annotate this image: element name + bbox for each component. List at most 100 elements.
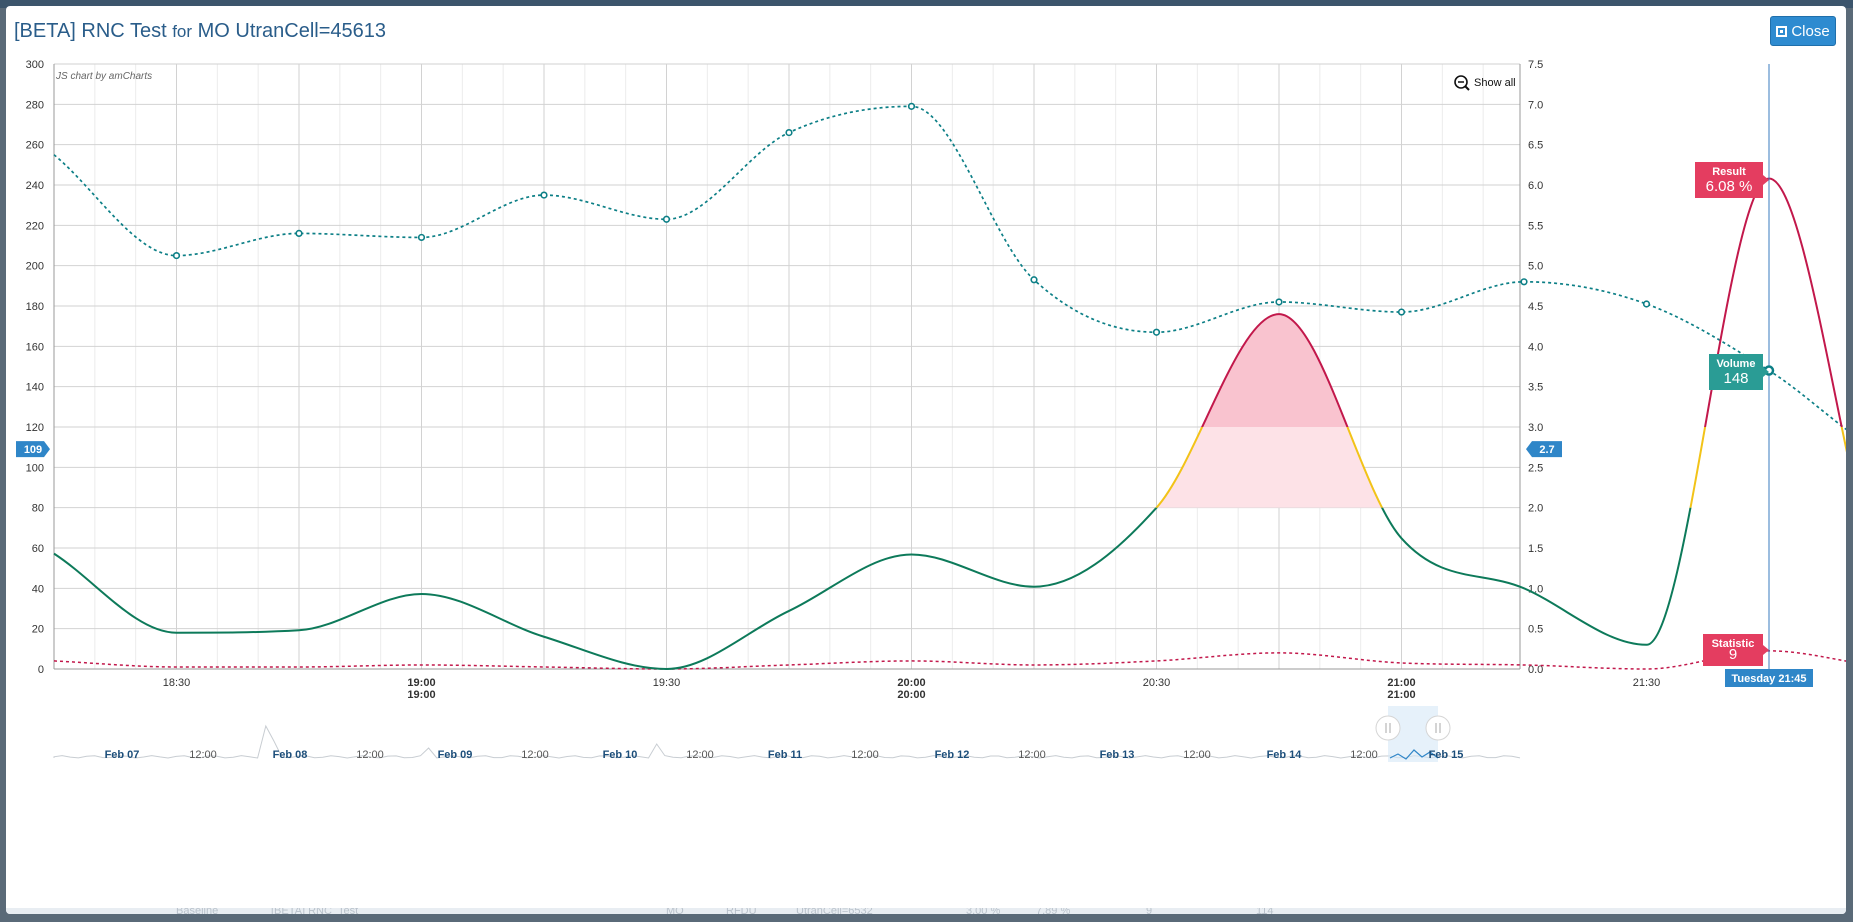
volume-point <box>172 251 181 260</box>
right-axis-value-label: 2.7 <box>1539 444 1554 456</box>
scrollbar-label: Feb 07 <box>105 749 140 761</box>
y-right-tick-label: 5.5 <box>1528 220 1543 232</box>
volume-point <box>1030 276 1038 284</box>
scrollbar-label: Feb 11 <box>768 749 802 761</box>
volume-point <box>1152 328 1161 336</box>
background-table-cell: MO <box>666 908 684 914</box>
x-tick-label-secondary: 20:00 <box>897 689 925 701</box>
result-balloon-pointer <box>1763 175 1769 185</box>
modal-title-main: [BETA] RNC Test <box>14 20 167 42</box>
modal-title-object: MO UtranCell=45613 <box>197 20 387 42</box>
modal-title-for: for <box>172 22 193 41</box>
series-statistic-line <box>53 650 1846 670</box>
statistic-balloon-box <box>1703 634 1763 666</box>
zoom-out-icon <box>1454 75 1468 89</box>
volume-balloon-box <box>1709 354 1763 390</box>
x-tick-label-secondary: 19:00 <box>407 689 435 701</box>
y-left-tick-label: 260 <box>26 140 44 152</box>
scrollbar-selection-line <box>1389 749 1439 760</box>
statistic-balloon-title: Statistic <box>1712 638 1755 650</box>
x-tick-label: 18:30 <box>163 677 191 689</box>
volume-point <box>1520 278 1528 286</box>
y-left-tick-label: 300 <box>26 59 44 71</box>
close-button[interactable]: Close <box>1770 16 1836 46</box>
scrollbar-label: 12:00 <box>189 749 217 761</box>
result-balloon-box <box>1695 162 1763 198</box>
close-icon <box>1776 26 1788 37</box>
modal-title: [BETA] RNC Test for MO UtranCell=45613 <box>14 20 386 43</box>
y-left-tick-label: 140 <box>26 382 44 394</box>
volume-point <box>295 229 303 237</box>
y-left-tick-label: 100 <box>26 462 44 474</box>
statistic-balloon-value: 9 <box>1729 646 1737 663</box>
scrollbar-label: 12:00 <box>1018 749 1046 761</box>
background-table-cell: 9 <box>1146 908 1153 914</box>
scrollbar-label: 12:00 <box>521 749 549 761</box>
background-table-cell: UtranCell=6532 <box>796 908 873 914</box>
scrollbar-label: 12:00 <box>1183 749 1211 761</box>
background-table-cell: 3.00 % <box>966 908 1001 914</box>
y-right-tick-label: 0.5 <box>1528 624 1543 636</box>
cursor-date-label: Tuesday 21:45 <box>1731 673 1806 685</box>
x-tick-label: 21:00 <box>1387 677 1415 689</box>
y-right-tick-label: 7.5 <box>1528 59 1543 71</box>
y-left-tick-label: 280 <box>26 99 44 111</box>
x-tick-label: 20:30 <box>1143 677 1171 689</box>
scrollbar-label: 12:00 <box>851 749 879 761</box>
y-right-tick-label: 7.0 <box>1528 99 1543 111</box>
scrollbar-drag-handle[interactable] <box>1375 715 1401 741</box>
left-axis-value-label: 109 <box>24 444 42 456</box>
left-axis-value-badge <box>16 441 50 458</box>
volume-point <box>785 128 793 137</box>
cursor-date-box <box>1725 669 1813 687</box>
x-tick-label: 19:00 <box>407 677 435 689</box>
y-left-tick-label: 80 <box>32 503 44 515</box>
y-right-tick-label: 3.0 <box>1528 422 1543 434</box>
y-left-tick-label: 120 <box>26 422 44 434</box>
volume-point <box>540 191 548 199</box>
y-right-tick-label: 3.5 <box>1528 382 1543 394</box>
scrollbar-overview-line <box>53 724 1521 759</box>
scrollbar-label: Feb 12 <box>935 749 970 761</box>
statistic-balloon-pointer <box>1763 645 1769 655</box>
show-all-label: Show all <box>1474 77 1516 89</box>
background-table-cell: 7.89 % <box>1036 908 1071 914</box>
y-right-tick-label: 0.0 <box>1528 664 1543 676</box>
scrollbar-label: 12:00 <box>1350 749 1378 761</box>
background-table-cell: Baseline <box>176 908 219 914</box>
scrollbar-label: Feb 13 <box>1100 749 1135 761</box>
background-table-cell: RFDU <box>726 908 757 914</box>
chart-scrollbar[interactable] <box>53 706 1521 762</box>
y-left-tick-label: 60 <box>32 543 44 555</box>
y-left-tick-label: 180 <box>26 301 44 313</box>
y-right-tick-label: 6.5 <box>1528 140 1543 152</box>
volume-balloon-title: Volume <box>1717 358 1756 370</box>
scrollbar-drag-handle[interactable] <box>1425 715 1451 741</box>
series-volume-line <box>53 105 1846 431</box>
scrollbar-label: 12:00 <box>686 749 714 761</box>
volume-point <box>907 102 916 110</box>
background-app-bar <box>0 0 1853 8</box>
volume-balloon-pointer <box>1763 367 1769 377</box>
right-axis-value-badge <box>1526 441 1562 458</box>
y-right-tick-label: 5.0 <box>1528 261 1543 273</box>
x-tick-label: 20:00 <box>897 677 925 689</box>
volume-point <box>417 233 426 242</box>
scrollbar-label: 12:00 <box>356 749 384 761</box>
y-right-tick-label: 4.5 <box>1528 301 1543 313</box>
chart-credit: JS chart by amCharts <box>55 71 152 82</box>
scrollbar-label: Feb 10 <box>603 749 638 761</box>
y-right-tick-label: 4.0 <box>1528 341 1543 353</box>
volume-point <box>1275 298 1283 306</box>
y-left-tick-label: 0 <box>38 664 44 676</box>
y-left-tick-label: 240 <box>26 180 44 192</box>
y-left-tick-label: 160 <box>26 341 44 353</box>
y-left-tick-label: 20 <box>32 624 44 636</box>
result-balloon-value: 6.08 % <box>1706 178 1753 195</box>
y-right-tick-label: 1.5 <box>1528 543 1543 555</box>
y-right-tick-label: 2.5 <box>1528 462 1543 474</box>
show-all-button[interactable]: Show all <box>1454 75 1516 91</box>
